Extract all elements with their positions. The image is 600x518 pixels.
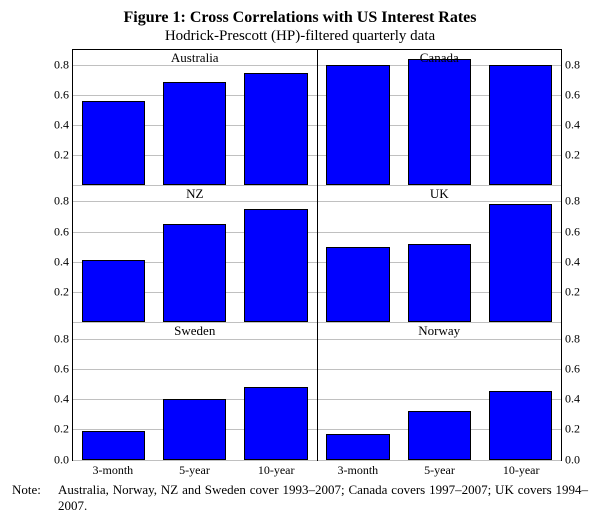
x-axis-labels: 3-month5-year10-year3-month5-year10-year	[72, 463, 562, 478]
bar	[163, 82, 226, 186]
bars	[73, 186, 317, 322]
y-tick-label: 0.8	[561, 194, 580, 209]
bar	[408, 411, 471, 459]
panel-title: Norway	[318, 324, 562, 337]
bars	[318, 50, 562, 185]
figure-container: Figure 1: Cross Correlations with US Int…	[0, 0, 600, 518]
y-tick-label: 0.2	[561, 285, 580, 300]
bars	[73, 323, 317, 459]
panel-row: NZ0.20.40.60.8UK0.20.40.60.8	[72, 186, 562, 323]
y-tick-label: 0.2	[54, 148, 73, 163]
panel-sweden: Sweden0.00.20.40.60.8	[72, 323, 318, 460]
x-tick-label: 10-year	[480, 463, 562, 478]
x-label-group: 3-month5-year10-year	[317, 463, 562, 478]
panel-grid: Australia0.20.40.60.8Canada0.20.40.60.8N…	[72, 49, 562, 460]
y-tick-label: 0.6	[561, 224, 580, 239]
y-tick-label: 0.8	[54, 331, 73, 346]
plot-area: 0.20.40.60.8	[318, 50, 562, 185]
plot-area: 0.20.40.60.8	[318, 186, 562, 322]
bar	[82, 260, 145, 322]
figure-subtitle: Hodrick-Prescott (HP)-filtered quarterly…	[12, 27, 588, 45]
bar	[489, 65, 552, 185]
y-tick-label: 0.0	[561, 452, 580, 467]
panel-row: Sweden0.00.20.40.60.8Norway0.00.20.40.60…	[72, 323, 562, 460]
bar	[326, 65, 389, 185]
y-tick-label: 0.4	[54, 118, 73, 133]
plot-area: 0.20.40.60.8	[73, 50, 317, 185]
figure-note: Note: Australia, Norway, NZ and Sweden c…	[12, 482, 588, 515]
y-tick-label: 0.6	[54, 88, 73, 103]
bar	[163, 224, 226, 322]
y-tick-label: 0.6	[561, 88, 580, 103]
panel-uk: UK0.20.40.60.8	[318, 186, 563, 323]
gridline	[73, 460, 317, 461]
y-tick-label: 0.2	[561, 148, 580, 163]
bar	[326, 247, 389, 323]
y-tick-label: 0.6	[54, 361, 73, 376]
panel-row: Australia0.20.40.60.8Canada0.20.40.60.8	[72, 49, 562, 186]
bar	[489, 204, 552, 322]
bar	[408, 244, 471, 323]
panel-title: UK	[318, 187, 562, 200]
panel-australia: Australia0.20.40.60.8	[72, 49, 318, 186]
y-tick-label: 0.8	[54, 194, 73, 209]
note-text: Australia, Norway, NZ and Sweden cover 1…	[58, 482, 588, 515]
panel-title: Canada	[318, 51, 562, 64]
bar	[244, 209, 307, 322]
y-tick-label: 0.6	[561, 361, 580, 376]
x-tick-label: 3-month	[72, 463, 154, 478]
bar	[489, 391, 552, 459]
figure-title: Figure 1: Cross Correlations with US Int…	[12, 8, 588, 27]
y-tick-label: 0.8	[561, 331, 580, 346]
y-tick-label: 0.2	[561, 422, 580, 437]
bars	[73, 50, 317, 185]
panel-nz: NZ0.20.40.60.8	[72, 186, 318, 323]
panel-norway: Norway0.00.20.40.60.8	[318, 323, 563, 460]
x-tick-label: 5-year	[399, 463, 481, 478]
bar	[82, 431, 145, 460]
y-tick-label: 0.4	[54, 254, 73, 269]
x-tick-label: 5-year	[154, 463, 236, 478]
bar	[326, 434, 389, 460]
y-tick-label: 0.8	[561, 58, 580, 73]
y-tick-label: 0.2	[54, 285, 73, 300]
panel-title: Sweden	[73, 324, 317, 337]
note-label: Note:	[12, 482, 58, 515]
y-tick-label: 0.4	[54, 392, 73, 407]
bar	[244, 73, 307, 186]
bars	[318, 186, 562, 322]
plot-area: 0.00.20.40.60.8	[318, 323, 562, 459]
panel-canada: Canada0.20.40.60.8	[318, 49, 563, 186]
y-tick-label: 0.4	[561, 118, 580, 133]
x-tick-label: 10-year	[235, 463, 317, 478]
x-label-group: 3-month5-year10-year	[72, 463, 317, 478]
y-tick-label: 0.2	[54, 422, 73, 437]
y-tick-label: 0.4	[561, 392, 580, 407]
panel-title: NZ	[73, 187, 317, 200]
bar	[82, 101, 145, 185]
plot-area: 0.20.40.60.8	[73, 186, 317, 322]
panel-title: Australia	[73, 51, 317, 64]
bar	[244, 387, 307, 460]
x-tick-label: 3-month	[317, 463, 399, 478]
y-tick-label: 0.4	[561, 254, 580, 269]
y-tick-label: 0.6	[54, 224, 73, 239]
bars	[318, 323, 562, 459]
gridline	[318, 460, 562, 461]
plot-area: 0.00.20.40.60.8	[73, 323, 317, 459]
bar	[163, 399, 226, 459]
bar	[408, 59, 471, 185]
y-tick-label: 0.8	[54, 58, 73, 73]
y-tick-label: 0.0	[54, 452, 73, 467]
